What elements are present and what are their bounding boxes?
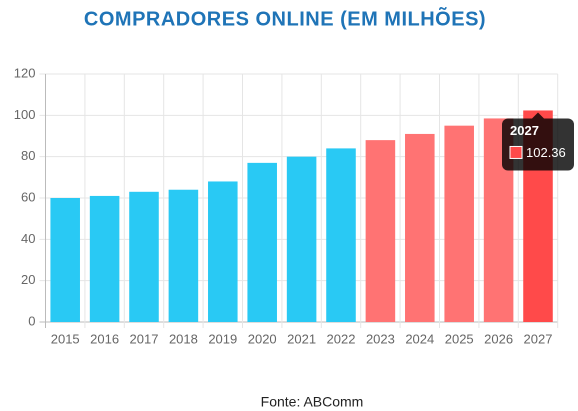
bar: [168, 189, 199, 322]
x-tick-label: 2024: [405, 331, 434, 346]
y-tick-label: 80: [21, 148, 35, 163]
bar: [208, 181, 238, 322]
bar: [247, 162, 277, 322]
x-tick-label: 2016: [90, 331, 119, 346]
tooltip-title: 2027: [510, 123, 539, 138]
chart-title: COMPRADORES ONLINE (EM MILHÕES): [84, 6, 486, 30]
source-note: Fonte: ABComm: [261, 394, 364, 410]
x-tick-label: 2020: [248, 331, 277, 346]
x-tick-label: 2021: [287, 331, 316, 346]
x-tick-label: 2018: [169, 331, 198, 346]
tooltip-value: 102.36: [526, 145, 566, 160]
x-tick-label: 2027: [524, 331, 553, 346]
tooltip-swatch: [509, 145, 523, 159]
bar: [50, 198, 80, 322]
x-tick-label: 2022: [327, 331, 356, 346]
y-tick-label: 0: [28, 313, 35, 328]
y-tick-label: 40: [21, 231, 35, 246]
tooltip-caret: [532, 112, 544, 119]
x-tick-label: 2019: [208, 331, 237, 346]
bar: [286, 156, 317, 322]
x-tick-label: 2023: [366, 331, 395, 346]
bar: [129, 191, 159, 322]
y-tick-label: 120: [14, 65, 36, 80]
x-tick-label: 2015: [51, 331, 80, 346]
bar: [365, 140, 396, 322]
bar: [405, 133, 435, 322]
tooltip: 2027 102.36: [502, 112, 574, 171]
bar: [326, 148, 356, 322]
bar: [89, 195, 120, 322]
bar: [444, 125, 474, 323]
y-tick-label: 20: [21, 272, 35, 287]
x-tick-label: 2025: [445, 331, 474, 346]
x-tick-label: 2017: [130, 331, 159, 346]
y-tick-label: 60: [21, 189, 35, 204]
x-tick-label: 2026: [484, 331, 513, 346]
y-tick-label: 100: [14, 107, 36, 122]
